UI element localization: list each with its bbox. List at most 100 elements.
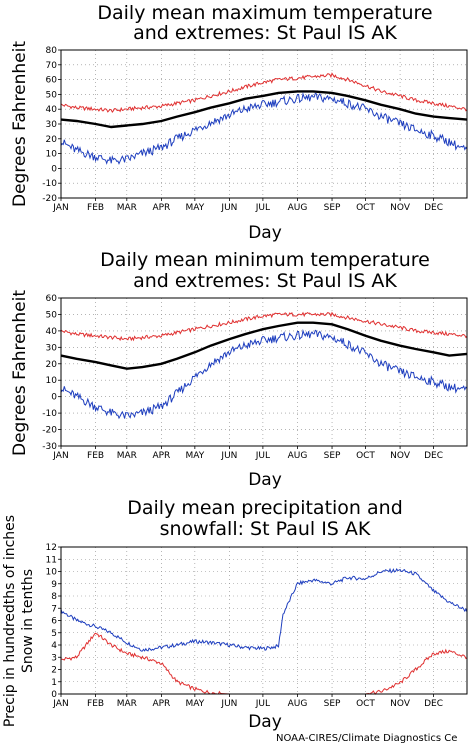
y-tick-label: 30 [46, 120, 58, 130]
y-tick-label: -10 [42, 409, 57, 419]
chart3-title-line2: snowfall: St Paul IS AK [160, 518, 371, 540]
x-tick-label: JAN [52, 203, 68, 213]
x-tick-label: MAY [185, 451, 204, 461]
chart2-xlabel: Day [248, 470, 282, 490]
x-tick-label: DEC [424, 699, 443, 709]
x-tick-label: JUL [255, 699, 270, 709]
y-tick-label: 20 [46, 360, 58, 370]
y-tick-label: 80 [46, 46, 58, 56]
y-tick-label: -10 [42, 179, 57, 189]
x-tick-label: FEB [87, 699, 104, 709]
y-tick-label: 2 [51, 666, 57, 676]
y-tick-label: 40 [46, 327, 58, 337]
series-line-mean [60, 90, 468, 129]
y-tick-label: 12 [46, 543, 57, 553]
chart3-ylabel-line1: Precip in hundredths of inches [2, 515, 18, 727]
chart2-title-line2: and extremes: St Paul IS AK [133, 270, 397, 292]
y-tick-label: 70 [46, 61, 58, 71]
x-tick-label: NOV [390, 451, 411, 461]
y-tick-label: 0 [51, 164, 57, 174]
chart2-ylabel: Degrees Fahrenheit [10, 290, 30, 456]
y-tick-label: 50 [46, 90, 58, 100]
x-tick-label: NOV [390, 203, 411, 213]
y-tick-label: 40 [46, 105, 58, 115]
chart3-ylabel-line2: Snow in tenths [20, 569, 36, 673]
plot-frame [60, 49, 468, 199]
y-tick-label: 30 [46, 343, 58, 353]
y-tick-label: 1 [51, 678, 57, 688]
y-tick-label: 6 [51, 617, 57, 627]
x-tick-label: DEC [424, 203, 443, 213]
x-tick-label: OCT [356, 203, 375, 213]
series-line-precip [60, 567, 468, 652]
x-tick-label: FEB [87, 451, 104, 461]
x-tick-label: SEP [324, 203, 341, 213]
y-tick-label: 20 [46, 135, 58, 145]
series-line-mean [60, 321, 468, 370]
y-tick-label: -20 [42, 426, 57, 436]
y-tick-label: -30 [42, 442, 57, 452]
x-tick-label: MAY [185, 203, 204, 213]
y-tick-label: 7 [51, 604, 57, 614]
y-tick-label: 8 [51, 592, 57, 602]
y-tick-label: 0 [51, 393, 57, 403]
y-tick-label: 3 [51, 653, 57, 663]
plot-frame [60, 546, 468, 695]
y-tick-label: 50 [46, 310, 58, 320]
x-tick-label: AUG [288, 451, 308, 461]
x-tick-label: MAR [117, 699, 137, 709]
x-tick-label: OCT [356, 699, 375, 709]
chart1-title-line2: and extremes: St Paul IS AK [133, 22, 397, 44]
chart2-title-line1: Daily mean minimum temperature [100, 249, 430, 271]
x-tick-label: OCT [356, 451, 375, 461]
panel-precip: Daily mean precipitation and snowfall: S… [2, 497, 468, 732]
chart3-title-line1: Daily mean precipitation and [127, 497, 403, 519]
x-tick-label: APR [152, 203, 170, 213]
y-tick-label: 60 [46, 294, 58, 304]
x-tick-label: AUG [288, 203, 308, 213]
x-tick-label: JAN [52, 699, 68, 709]
x-tick-label: DEC [424, 451, 443, 461]
chart1-title-line1: Daily mean maximum temperature [97, 2, 432, 24]
y-tick-label: 5 [51, 629, 57, 639]
chart1-xlabel: Day [248, 223, 282, 243]
x-tick-label: MAR [117, 451, 137, 461]
panel-min-temp: Daily mean minimum temperature and extre… [10, 249, 468, 490]
x-tick-label: AUG [288, 699, 308, 709]
x-tick-label: JUL [255, 451, 270, 461]
x-tick-label: SEP [324, 699, 341, 709]
y-tick-label: 11 [46, 555, 57, 565]
x-tick-label: MAY [185, 699, 204, 709]
x-tick-label: JUN [220, 699, 237, 709]
series-line-low [60, 328, 468, 420]
y-tick-label: 10 [46, 568, 58, 578]
panel-max-temp: Daily mean maximum temperature and extre… [10, 2, 468, 243]
chart3-xlabel: Day [248, 712, 282, 732]
credit-text: NOAA-CIRES/Climate Diagnostics Ce [276, 733, 457, 744]
y-tick-label: 9 [51, 580, 57, 590]
y-tick-label: 0 [51, 690, 57, 700]
x-tick-label: APR [152, 451, 170, 461]
x-tick-label: JAN [52, 451, 68, 461]
y-tick-label: 10 [46, 150, 58, 160]
chart2-plot-area: -30 -20 -10 0 10 20 30 40 50 60 JAN FEB MAR APR MAY JUN… [42, 294, 468, 461]
series-line-high [60, 72, 468, 114]
y-tick-label: 60 [46, 76, 58, 86]
x-tick-label: JUN [220, 203, 237, 213]
x-tick-label: SEP [324, 451, 341, 461]
chart1-ylabel: Degrees Fahrenheit [10, 41, 30, 207]
x-tick-label: MAR [117, 203, 137, 213]
series-line-low [60, 91, 468, 165]
y-tick-label: -20 [42, 194, 57, 204]
series-line-high [60, 311, 468, 342]
y-tick-label: 4 [51, 641, 57, 651]
x-tick-label: APR [152, 699, 170, 709]
plot-background [61, 547, 467, 694]
chart1-plot-area: -20 -10 0 10 20 30 40 50 60 70 80 JAN FEB MAR APR MAY JU… [42, 46, 468, 213]
x-tick-label: JUN [220, 451, 237, 461]
y-tick-label: 10 [46, 376, 58, 386]
plot-frame [60, 297, 468, 447]
x-tick-label: NOV [390, 699, 411, 709]
